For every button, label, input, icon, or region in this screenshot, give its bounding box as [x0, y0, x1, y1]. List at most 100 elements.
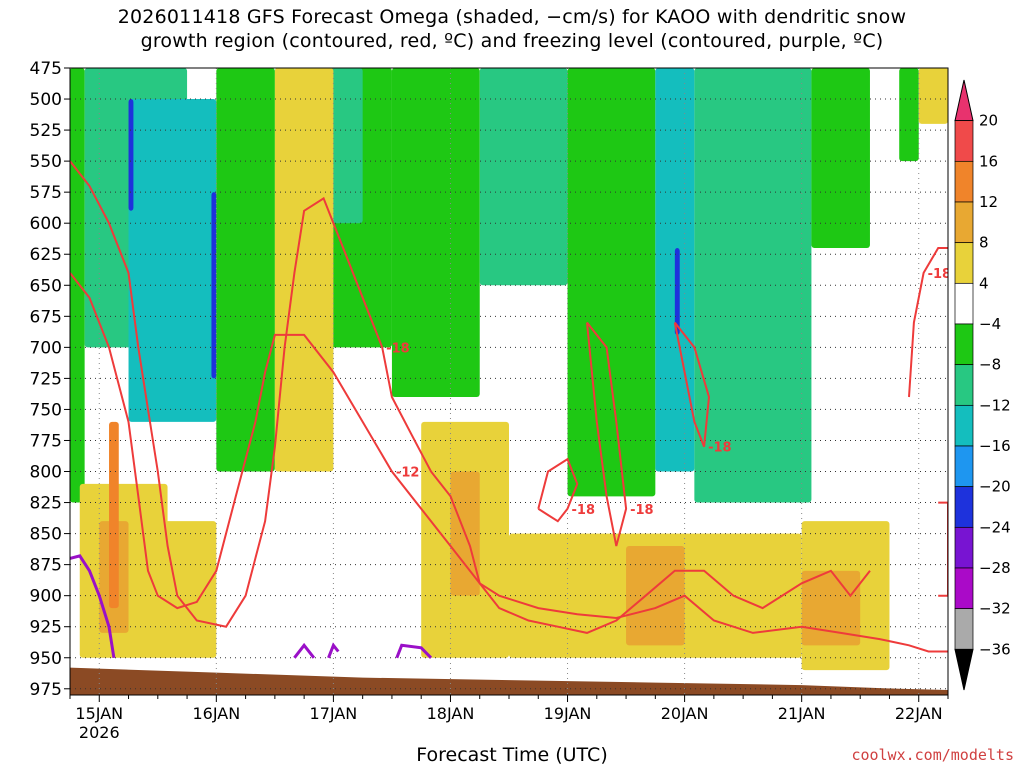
- omega-region-4: [211, 192, 217, 379]
- colorbar-bin-9: [954, 445, 974, 488]
- ground-surface: [70, 667, 948, 695]
- colorbar-bin-12: [954, 567, 974, 610]
- y-tick-label-775: 775: [30, 431, 62, 451]
- y-tick-label-750: 750: [30, 400, 62, 420]
- omega-region-14: [811, 68, 870, 249]
- y-tick-label-650: 650: [30, 276, 62, 296]
- dgz-contour-label-1: -12: [396, 466, 420, 481]
- colorbar-bin-2: [954, 160, 974, 203]
- dgz-contour-label-5: -18: [928, 267, 952, 282]
- omega-region-8: [391, 68, 480, 398]
- y-tick-label-675: 675: [30, 307, 62, 327]
- x-axis-title: Forecast Time (UTC): [416, 744, 608, 766]
- colorbar-bin-7: [954, 364, 974, 406]
- y-tick-label-500: 500: [30, 90, 62, 110]
- colorbar-label-10: −24: [979, 518, 1011, 536]
- dgz-contour-0: [70, 160, 871, 634]
- colorbar-label-12: −32: [979, 600, 1011, 618]
- x-tick-sublabel: 2026: [79, 723, 120, 742]
- x-tick-label-20JAN: 20JAN: [661, 704, 709, 723]
- y-tick-label-950: 950: [30, 649, 62, 669]
- y-tick-label-875: 875: [30, 556, 62, 576]
- omega-region-12: [674, 248, 680, 335]
- y-tick-label-575: 575: [30, 183, 62, 203]
- x-tick-label-15JAN: 15JAN: [75, 704, 123, 723]
- x-tick-label-22JAN: 22JAN: [895, 704, 943, 723]
- freezing-contour-3: [395, 643, 433, 659]
- colorbar-label-11: −28: [979, 559, 1011, 577]
- omega-shading-layer: [70, 68, 948, 671]
- y-tick-label-800: 800: [30, 463, 62, 483]
- colorbar-bin-5: [954, 282, 974, 325]
- colorbar-label-7: −12: [979, 396, 1011, 414]
- omega-region-20: [274, 68, 334, 472]
- omega-region-3: [128, 99, 134, 211]
- y-tick-label-550: 550: [30, 152, 62, 172]
- x-tick-label-16JAN: 16JAN: [192, 704, 240, 723]
- dgz-contour-6: [938, 501, 948, 597]
- y-tick-label-975: 975: [30, 680, 62, 700]
- source-credit: coolwx.com/modelts: [851, 746, 1014, 764]
- ground-layer: [70, 667, 948, 695]
- omega-region-10: [567, 68, 656, 497]
- omega-region-27: [918, 68, 948, 124]
- y-tick-label-475: 475: [30, 59, 62, 79]
- y-axis: 475 500 525 550 575 600 625 650 675 700 725 750 775 8…: [30, 59, 70, 700]
- colorbar-top-arrow: [954, 79, 974, 122]
- chart-title-line-2: growth region (contoured, red, ºC) and f…: [140, 30, 884, 52]
- y-tick-label-725: 725: [30, 369, 62, 389]
- dgz-contour-label-0: -18: [386, 341, 410, 356]
- dgz-contour-label-2: -18: [572, 503, 596, 518]
- colorbar-bin-8: [954, 404, 974, 447]
- omega-region-18: [109, 421, 119, 609]
- dgz-contour-3: [586, 321, 628, 547]
- omega-region-2: [128, 99, 217, 422]
- colorbar-label-5: −4: [979, 315, 1001, 333]
- omega-region-19: [157, 521, 217, 658]
- colorbar-label-6: −8: [979, 356, 1001, 374]
- colorbar-label-0: 20: [979, 112, 998, 130]
- colorbar-bin-1: [954, 120, 974, 162]
- colorbar-bin-10: [954, 486, 974, 528]
- dgz-contour-5: [908, 247, 948, 398]
- dgz-contour-label-4: -18: [708, 441, 732, 456]
- y-tick-label-925: 925: [30, 618, 62, 638]
- colorbar-bin-13: [954, 608, 974, 650]
- contour-layer: -18-12-18-18-18-18-18: [70, 160, 952, 659]
- chart-title-line-1: 2026011418 GFS Forecast Omega (shaded, −…: [117, 6, 907, 28]
- x-tick-label-19JAN: 19JAN: [544, 704, 592, 723]
- x-tick-label-21JAN: 21JAN: [778, 704, 826, 723]
- y-tick-label-625: 625: [30, 245, 62, 265]
- y-tick-label-600: 600: [30, 214, 62, 234]
- freezing-contour-1: [293, 642, 316, 659]
- colorbar-label-8: −16: [979, 437, 1011, 455]
- colorbar-bin-3: [954, 201, 974, 244]
- x-tick-label-18JAN: 18JAN: [427, 704, 475, 723]
- freezing-contour-0: [70, 554, 116, 659]
- y-tick-label-850: 850: [30, 525, 62, 545]
- omega-region-5: [216, 68, 275, 472]
- omega-region-9: [479, 68, 568, 286]
- colorbar: 20 16 12 8 4 −4 −8 −12 −16 −20 −24 −28 −32 −36: [954, 79, 1011, 691]
- dgz-contour-1: [70, 272, 948, 653]
- colorbar-bin-6: [954, 323, 974, 366]
- colorbar-label-13: −36: [979, 640, 1011, 658]
- y-tick-label-700: 700: [30, 338, 62, 358]
- dgz-contour-2: [537, 457, 579, 523]
- colorbar-label-2: 12: [979, 193, 998, 211]
- y-tick-label-900: 900: [30, 587, 62, 607]
- colorbar-label-4: 4: [979, 274, 989, 292]
- freezing-contour-2: [327, 642, 340, 659]
- dgz-contour-4: [673, 321, 711, 448]
- omega-region-13: [694, 68, 812, 503]
- x-tick-label-17JAN: 17JAN: [310, 704, 358, 723]
- y-tick-label-525: 525: [30, 121, 62, 141]
- colorbar-label-1: 16: [979, 152, 998, 170]
- y-tick-label-825: 825: [30, 494, 62, 514]
- omega-region-15: [899, 68, 919, 162]
- colorbar-bin-11: [954, 526, 974, 569]
- dgz-contour-label-3: -18: [630, 503, 654, 518]
- colorbar-bin-4: [954, 242, 974, 284]
